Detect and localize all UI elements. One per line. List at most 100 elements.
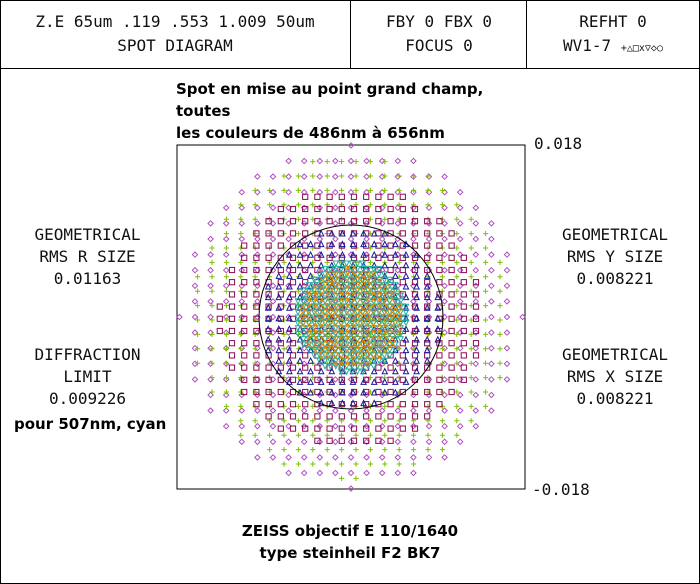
triangle-marker: [402, 282, 410, 290]
x-marker: [319, 341, 325, 348]
nabla-marker: [353, 325, 361, 333]
plus-marker: [425, 202, 431, 208]
nabla-marker: [321, 357, 329, 365]
x-marker: [331, 347, 338, 354]
nabla-marker: [316, 271, 324, 279]
square-marker: [387, 218, 394, 225]
square-marker: [460, 376, 467, 383]
x-marker: [331, 296, 338, 303]
nabla-marker: [348, 325, 356, 333]
nabla-marker: [386, 276, 394, 284]
diamond-marker: [254, 407, 261, 414]
scale-top-label: 0.018: [534, 134, 583, 153]
x-marker: [325, 328, 332, 335]
plus-marker: [367, 259, 373, 265]
diamond-marker: [363, 422, 370, 430]
square-marker: [375, 266, 382, 274]
plus-marker: [382, 461, 388, 467]
triangle-marker: [296, 261, 304, 269]
diamond-marker: [456, 391, 464, 399]
plus-marker: [223, 231, 229, 237]
square-marker: [216, 315, 223, 322]
diamond-marker: [503, 360, 511, 368]
plus-marker: [425, 173, 431, 179]
plus-marker: [281, 461, 287, 467]
diamond-marker: [425, 204, 433, 212]
nabla-marker: [359, 357, 367, 365]
triangle-marker: [391, 250, 399, 258]
square-marker: [436, 242, 443, 249]
x-marker: [351, 277, 357, 284]
triangle-marker: [328, 240, 336, 248]
plus-marker: [396, 231, 402, 237]
diamond-marker: [394, 157, 402, 165]
square-marker: [289, 266, 297, 274]
x-marker: [357, 328, 364, 335]
x-marker: [363, 296, 370, 303]
triangle-marker: [338, 303, 346, 311]
plus-marker: [483, 303, 489, 309]
plus-marker: [295, 216, 301, 222]
diamond-marker: [191, 344, 199, 352]
square-marker: [277, 230, 284, 237]
triangle-marker: [296, 335, 304, 343]
x-marker: [299, 309, 306, 316]
triangle-marker: [349, 250, 357, 258]
plus-marker: [483, 403, 489, 409]
nabla-marker: [359, 368, 367, 376]
square-marker: [241, 327, 248, 335]
square-marker: [363, 437, 370, 444]
triangle-marker: [381, 240, 389, 248]
diamond-marker: [472, 329, 480, 336]
square-marker: [265, 254, 272, 261]
diamond-marker: [441, 329, 448, 336]
x-marker: [370, 328, 377, 335]
x-marker: [370, 283, 377, 290]
triangle-marker: [360, 399, 368, 407]
nabla-marker: [305, 287, 313, 295]
square-marker: [265, 401, 272, 408]
plus-marker: [468, 360, 474, 366]
diamond-marker: [332, 235, 339, 243]
diamond-marker: [332, 173, 339, 180]
plus-marker: [468, 288, 474, 294]
x-marker: [370, 322, 377, 329]
diamond-marker: [332, 422, 339, 430]
plus-marker: [439, 187, 445, 193]
square-marker: [253, 254, 260, 261]
plus-marker: [238, 259, 244, 265]
x-marker: [383, 296, 389, 303]
square-marker: [375, 364, 382, 371]
nabla-marker: [321, 325, 329, 333]
diamond-marker: [191, 251, 199, 258]
triangle-marker: [349, 388, 357, 396]
plus-marker: [310, 159, 316, 165]
nabla-marker: [397, 325, 405, 333]
header-left: Z.E 65um .119 .553 1.009 50um SPOT DIAGR…: [0, 0, 350, 68]
x-marker: [344, 290, 351, 297]
square-marker: [253, 266, 260, 274]
plus-marker: [497, 303, 503, 309]
plus-marker: [223, 303, 229, 309]
square-marker: [460, 352, 467, 359]
triangle-marker: [413, 250, 421, 258]
diamond-marker: [378, 220, 386, 227]
square-marker: [460, 364, 467, 371]
x-marker: [389, 341, 396, 348]
plus-marker: [238, 403, 244, 409]
diamond-marker: [300, 188, 308, 196]
square-marker: [387, 437, 394, 444]
x-marker: [325, 271, 332, 277]
triangle-marker: [370, 378, 378, 385]
square-marker: [460, 291, 467, 298]
nabla-marker: [348, 363, 356, 370]
triangle-marker: [381, 229, 389, 237]
plus-marker: [238, 202, 244, 208]
square-marker: [241, 388, 248, 396]
square-marker: [326, 242, 333, 249]
plus-marker: [209, 346, 215, 352]
plus-marker: [439, 202, 445, 208]
square-marker: [241, 303, 248, 310]
diamond-marker: [300, 438, 308, 446]
x-marker: [376, 354, 383, 361]
